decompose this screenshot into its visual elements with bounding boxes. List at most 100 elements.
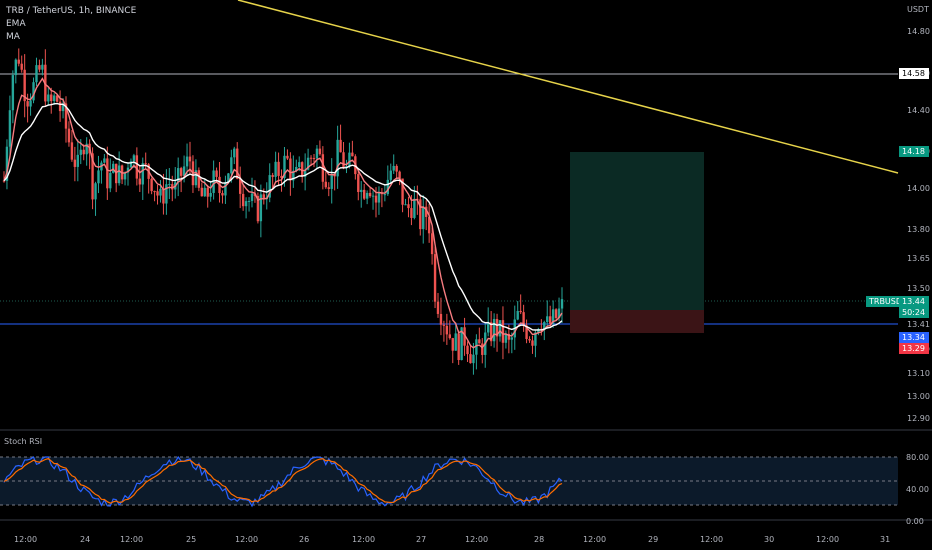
candle-body [150, 178, 153, 192]
candle-body [215, 170, 218, 177]
time-tick: 25 [186, 535, 196, 544]
svg-text:13.44: 13.44 [902, 297, 925, 306]
candle-body [73, 159, 77, 167]
candle-body [141, 163, 144, 185]
time-tick: 12:00 [465, 535, 488, 544]
candle-body [365, 192, 369, 199]
price-tick: 14.40 [907, 106, 930, 115]
candle-body [106, 158, 109, 189]
candle-body [159, 188, 162, 196]
candle-body [433, 254, 437, 302]
candle-body [206, 187, 209, 197]
candle-body [17, 59, 20, 64]
candle-body [410, 208, 413, 218]
candle-body [209, 192, 212, 197]
candle-body [522, 312, 525, 326]
candle-body [38, 65, 41, 70]
tag-stop: 13.29 [899, 343, 929, 354]
candle-body [401, 178, 404, 205]
candle-body [277, 161, 280, 176]
ma-label[interactable]: MA [6, 32, 20, 42]
price-tick: 13.00 [907, 392, 930, 401]
candle-body [156, 191, 159, 196]
candle-body [168, 184, 171, 186]
candle-body [534, 332, 537, 346]
candle-body [348, 152, 351, 167]
candle-body [283, 155, 286, 178]
candle-body [306, 157, 310, 170]
candle-body [203, 187, 206, 197]
candle-body [342, 152, 345, 169]
candle-body [481, 343, 484, 355]
candle-body [318, 148, 322, 155]
candle-body [457, 333, 460, 361]
candle-body [41, 64, 44, 70]
candle-body [312, 158, 316, 160]
candle-body [103, 158, 106, 163]
candle-body [383, 194, 387, 196]
candle-body [76, 154, 80, 167]
candle-body [97, 170, 100, 184]
tag-last: 13.44 50:24 [899, 296, 929, 318]
candle-body [85, 143, 88, 155]
candle-body [460, 327, 463, 361]
candle-body [274, 161, 277, 177]
time-tick: 27 [416, 535, 426, 544]
candle-body [395, 165, 398, 172]
time-tick: 12:00 [235, 535, 258, 544]
svg-text:TRBUSDT: TRBUSDT [868, 297, 907, 306]
time-tick: 26 [299, 535, 309, 544]
candle-body [91, 153, 94, 200]
candle-body [200, 187, 204, 197]
candle-body [227, 173, 230, 183]
candle-body [324, 181, 328, 188]
stoch-tick-40: 40.00 [906, 485, 929, 494]
candle-body [47, 94, 50, 102]
tag-entry: 13.34 [899, 332, 929, 343]
stoch-tick-80: 80.00 [906, 453, 929, 462]
symbol-title: TRB / TetherUS, 1h, BINANCE [6, 6, 137, 16]
tag-hline: 14.58 [899, 68, 929, 79]
candle-body [14, 59, 18, 76]
candle-body [79, 149, 82, 155]
candle-body [182, 166, 186, 176]
candle-body [55, 95, 59, 102]
candle-body [23, 69, 26, 102]
candle-body [516, 310, 519, 320]
candle-body [2, 180, 6, 182]
candles [2, 48, 564, 375]
candle-body [478, 339, 481, 344]
candle-body [374, 195, 378, 203]
candle-body [58, 101, 62, 112]
candle-body [165, 184, 168, 204]
price-tick: 14.80 [907, 27, 930, 36]
candle-body [368, 192, 372, 197]
candle-body [289, 158, 292, 181]
price-tick: 13.41 [907, 320, 930, 329]
candle-body [498, 320, 502, 337]
svg-text:50:24: 50:24 [902, 308, 925, 317]
candle-body [531, 340, 534, 346]
ema-label[interactable]: EMA [6, 19, 26, 29]
candle-body [554, 309, 558, 318]
candle-body [262, 194, 266, 200]
candle-body [26, 101, 29, 107]
candle-body [238, 178, 242, 194]
candle-body [424, 206, 428, 217]
svg-text:14.58: 14.58 [902, 69, 925, 78]
candle-body [298, 162, 301, 167]
candle-body [419, 199, 422, 230]
candle-body [250, 193, 254, 201]
candle-body [5, 146, 9, 181]
candle-body [126, 167, 130, 173]
candle-body [221, 193, 224, 196]
candle-body [188, 156, 192, 162]
svg-text:13.34: 13.34 [902, 333, 925, 342]
candle-body [241, 193, 245, 207]
candle-body [129, 161, 133, 168]
candle-body [362, 189, 366, 199]
price-tick: 12.90 [907, 414, 930, 423]
candle-body [94, 183, 97, 200]
candle-body [135, 155, 139, 179]
